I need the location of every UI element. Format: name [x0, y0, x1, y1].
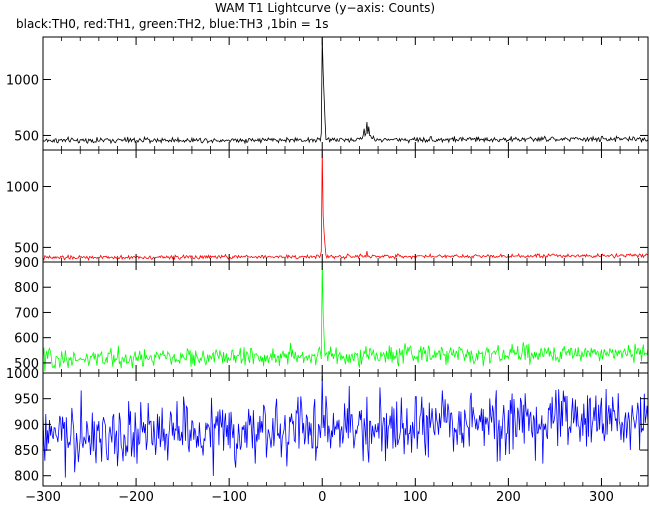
x-tick-label: 300 [589, 490, 614, 505]
y-tick-label: 1000 [6, 74, 39, 89]
series-th3-line [42, 375, 649, 478]
panel-frame [42, 372, 649, 487]
y-tick-label: 950 [14, 393, 39, 408]
y-tick-label: 1000 [6, 367, 39, 382]
panel-frame [42, 149, 649, 263]
x-tick-label: 0 [318, 490, 326, 505]
y-tick-label: 850 [14, 444, 39, 459]
y-tick-label: 600 [14, 332, 39, 347]
x-tick-label: −200 [118, 490, 154, 505]
y-tick-label: 1000 [6, 181, 39, 196]
y-tick-label: 800 [14, 470, 39, 485]
y-tick-label: 900 [14, 256, 39, 271]
y-tick-label: 900 [14, 418, 39, 433]
x-tick-label: 200 [496, 490, 521, 505]
x-tick-label: −100 [211, 490, 247, 505]
x-tick-label: −300 [25, 490, 61, 505]
y-tick-label: 500 [14, 357, 39, 372]
panel-th3: 800 850 900 950 1000 [6, 367, 649, 487]
series-th0-line [42, 36, 649, 145]
chart-title: WAM T1 Lightcurve (y−axis: Counts) [214, 1, 436, 15]
y-tick-label: 500 [14, 241, 39, 256]
y-tick-label: 500 [14, 129, 39, 144]
x-tick-label: 100 [403, 490, 428, 505]
series-th2-line [42, 261, 649, 371]
chart-subtitle: black:TH0, red:TH1, green:TH2, blue:TH3 … [16, 17, 329, 31]
y-tick-label: 700 [14, 306, 39, 321]
panel-frame [42, 36, 649, 151]
panel-th0: 500 1000 [6, 36, 649, 151]
series-th1-line [42, 149, 649, 262]
y-tick-label: 800 [14, 281, 39, 296]
panel-th2: 500 600 700 800 900 [14, 256, 649, 374]
panel-th1: 500 1000 [6, 149, 649, 263]
